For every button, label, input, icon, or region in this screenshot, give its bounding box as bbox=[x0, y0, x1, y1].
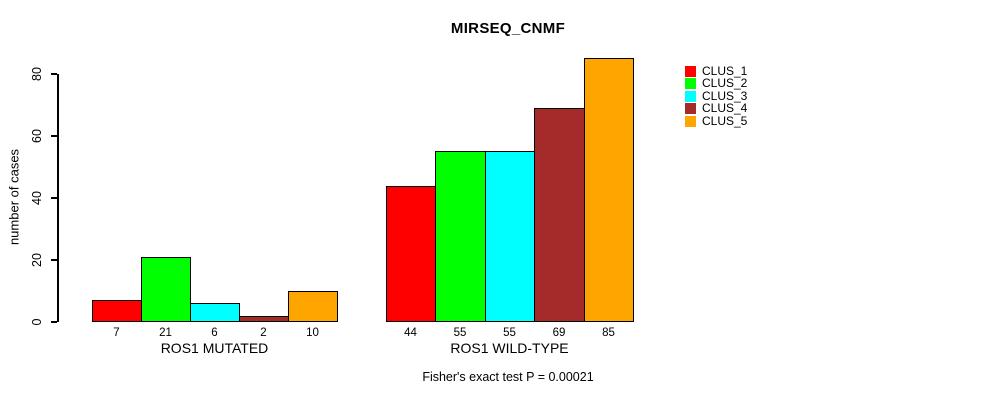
y-axis-tick-label: 40 bbox=[30, 191, 44, 205]
y-axis-tick bbox=[51, 259, 57, 261]
bar-clus_3-group1 bbox=[190, 303, 240, 322]
y-axis-line bbox=[57, 74, 59, 322]
y-axis-tick-label: 60 bbox=[30, 129, 44, 143]
chart-title: MIRSEQ_CNMF bbox=[450, 20, 566, 37]
bar-clus_1-group2 bbox=[386, 186, 436, 322]
bar-value-label: 7 bbox=[113, 327, 120, 339]
bar-value-label: 10 bbox=[306, 327, 319, 339]
bar-value-label: 69 bbox=[552, 327, 566, 339]
y-axis-tick bbox=[51, 197, 57, 199]
x-group-label: ROS1 MUTATED bbox=[160, 340, 269, 356]
legend-label: CLUS_5 bbox=[702, 114, 748, 128]
legend-swatch bbox=[685, 66, 696, 77]
legend-label: CLUS_3 bbox=[702, 89, 748, 103]
fisher-test-caption: Fisher's exact test P = 0.00021 bbox=[422, 370, 594, 384]
y-axis-tick-label: 80 bbox=[30, 67, 44, 81]
bar-value-label: 55 bbox=[503, 327, 516, 339]
y-axis-tick-label: 0 bbox=[30, 318, 44, 326]
bar-clus_3-group2 bbox=[485, 151, 535, 322]
bar-value-label: 21 bbox=[159, 327, 172, 339]
legend-swatch bbox=[685, 103, 696, 114]
legend-label: CLUS_1 bbox=[702, 64, 748, 78]
legend-label: CLUS_4 bbox=[702, 101, 748, 115]
bar-value-label: 85 bbox=[602, 327, 615, 339]
y-axis-tick bbox=[51, 321, 57, 323]
bar-clus_1-group1 bbox=[92, 300, 142, 322]
bar-value-label: 2 bbox=[260, 327, 267, 339]
legend-swatch bbox=[685, 78, 696, 89]
bar-value-label: 55 bbox=[453, 327, 467, 339]
bar-clus_5-group2 bbox=[584, 58, 634, 322]
legend-swatch bbox=[685, 91, 696, 102]
bar-clus_4-group1 bbox=[239, 316, 289, 322]
bar-clus_5-group1 bbox=[288, 291, 338, 322]
y-axis-tick bbox=[51, 135, 57, 137]
bar-clus_4-group2 bbox=[534, 108, 585, 322]
legend-label: CLUS_2 bbox=[702, 76, 748, 90]
y-axis-tick bbox=[51, 73, 57, 75]
bar-value-label: 44 bbox=[404, 327, 417, 339]
legend-swatch bbox=[685, 116, 696, 127]
bar-value-label: 6 bbox=[211, 327, 218, 339]
y-axis-tick-label: 20 bbox=[30, 253, 44, 267]
bar-clus_2-group2 bbox=[435, 151, 486, 322]
bar-clus_2-group1 bbox=[141, 257, 191, 322]
x-group-label: ROS1 WILD-TYPE bbox=[450, 340, 569, 356]
